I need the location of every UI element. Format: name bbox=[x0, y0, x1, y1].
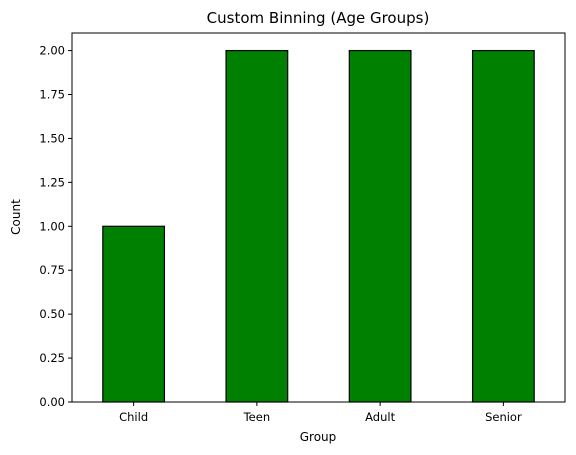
x-axis-ticks: Child Teen Adult Senior bbox=[119, 402, 522, 424]
y-tick-label: 1.25 bbox=[39, 175, 65, 189]
y-tick-label: 1.00 bbox=[39, 219, 65, 233]
chart-title: Custom Binning (Age Groups) bbox=[207, 9, 430, 27]
x-tick-label-senior: Senior bbox=[485, 410, 522, 424]
x-tick-label-teen: Teen bbox=[243, 410, 271, 424]
bar-child bbox=[102, 225, 166, 403]
bar-senior bbox=[471, 49, 535, 403]
y-tick-label: 0.00 bbox=[39, 395, 65, 409]
y-tick-label: 0.75 bbox=[39, 263, 65, 277]
bar-teen bbox=[225, 49, 289, 403]
y-tick-label: 0.50 bbox=[39, 307, 65, 321]
y-tick-label: 1.50 bbox=[39, 131, 65, 145]
x-tick-label-child: Child bbox=[119, 410, 148, 424]
x-tick-label-adult: Adult bbox=[365, 410, 395, 424]
y-tick-label: 0.25 bbox=[39, 351, 65, 365]
bar-adult bbox=[348, 49, 412, 403]
y-tick-label: 2.00 bbox=[39, 44, 65, 58]
y-axis-ticks: 0.00 0.25 0.50 0.75 1.00 1.25 1.50 1.75 2.00 bbox=[39, 44, 72, 409]
bars-group bbox=[102, 49, 535, 403]
y-axis-label: Count bbox=[9, 199, 23, 235]
plot-frame bbox=[71, 32, 566, 403]
y-tick-label: 1.75 bbox=[39, 88, 65, 102]
x-axis-label: Group bbox=[300, 430, 337, 444]
